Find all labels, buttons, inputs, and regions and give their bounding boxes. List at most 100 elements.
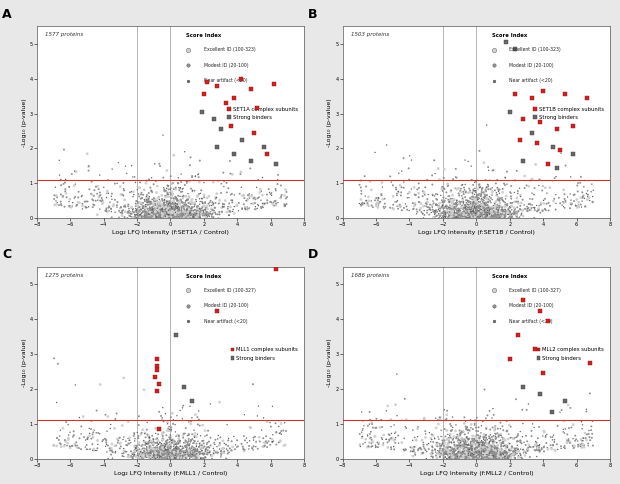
Point <box>396 188 406 196</box>
Point <box>465 453 475 460</box>
Point <box>156 210 166 217</box>
Point <box>472 443 482 451</box>
Point <box>356 408 366 416</box>
Point <box>451 209 461 217</box>
Point <box>495 454 505 462</box>
Point <box>142 196 152 204</box>
Point <box>442 451 452 458</box>
Point <box>170 445 180 453</box>
Point <box>446 210 456 217</box>
Point <box>174 439 184 447</box>
Point <box>163 446 173 454</box>
Point <box>498 449 508 456</box>
Point <box>197 450 207 458</box>
Point <box>156 446 166 454</box>
Point <box>141 450 151 457</box>
Point <box>490 200 500 208</box>
Point <box>185 206 195 213</box>
Point <box>176 454 186 462</box>
Point <box>157 440 167 448</box>
Point <box>170 449 180 457</box>
Point <box>192 446 202 454</box>
Point <box>489 213 499 221</box>
Point <box>497 454 507 462</box>
Point <box>181 214 191 222</box>
Point <box>186 420 196 428</box>
Point <box>480 452 490 460</box>
Point <box>54 201 64 209</box>
Point <box>198 444 208 452</box>
Point <box>492 211 502 219</box>
Point <box>162 208 172 216</box>
Point <box>193 208 203 216</box>
Point <box>170 452 180 459</box>
Point <box>458 441 468 449</box>
Point <box>466 452 476 460</box>
Point <box>539 448 549 455</box>
Point <box>183 211 193 219</box>
Point <box>462 205 472 213</box>
Point <box>149 203 159 211</box>
Point <box>415 206 425 214</box>
Point <box>442 451 452 458</box>
Point <box>202 451 212 458</box>
Point <box>472 414 482 422</box>
Point <box>495 436 505 444</box>
Point <box>515 136 525 144</box>
Point <box>483 452 493 460</box>
Point <box>135 207 144 214</box>
Point <box>84 424 94 432</box>
Point <box>162 446 172 454</box>
Point <box>494 212 503 220</box>
Point <box>477 452 487 459</box>
Point <box>469 203 479 211</box>
Point <box>490 453 500 461</box>
Point <box>539 428 549 436</box>
Point <box>150 454 160 462</box>
Point <box>454 450 464 458</box>
Point <box>156 447 166 454</box>
Point <box>472 444 482 452</box>
Point <box>464 198 474 206</box>
Point <box>483 451 493 459</box>
Point <box>134 421 144 429</box>
Point <box>529 184 539 192</box>
Point <box>467 450 477 457</box>
Point <box>237 443 247 451</box>
Point <box>220 197 230 204</box>
Point <box>446 434 456 442</box>
Point <box>365 420 374 428</box>
Point <box>468 440 478 448</box>
Point <box>173 443 183 451</box>
Point <box>154 451 164 458</box>
Point <box>480 212 490 220</box>
Point <box>427 447 437 454</box>
Point <box>73 194 83 201</box>
Point <box>191 453 201 460</box>
Point <box>560 442 570 450</box>
Point <box>449 446 459 454</box>
Point <box>446 449 456 457</box>
Point <box>238 444 248 452</box>
Point <box>145 446 155 454</box>
Point <box>486 450 496 458</box>
Point <box>390 436 400 443</box>
Point <box>479 213 489 221</box>
Point <box>518 449 528 457</box>
Point <box>513 453 523 461</box>
Point <box>489 454 498 462</box>
Point <box>144 434 154 441</box>
Point <box>167 439 177 446</box>
Point <box>480 201 490 209</box>
Point <box>159 212 169 220</box>
Point <box>482 453 492 461</box>
Point <box>160 208 170 216</box>
Point <box>480 193 490 201</box>
Point <box>472 191 482 198</box>
Point <box>442 448 452 456</box>
Point <box>467 454 477 462</box>
Point <box>259 414 268 422</box>
Point <box>559 425 569 433</box>
Point <box>184 208 194 216</box>
Point <box>452 197 462 204</box>
